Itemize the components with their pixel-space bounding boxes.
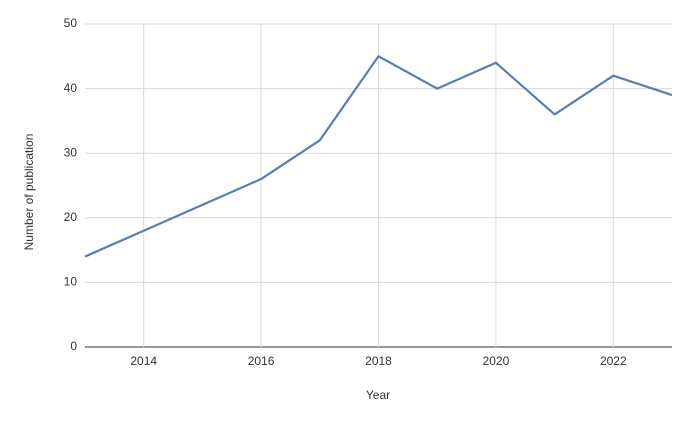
- y-tick-label: 30: [64, 145, 78, 159]
- x-tick-label: 2014: [130, 354, 157, 368]
- y-tick-label: 20: [64, 210, 78, 224]
- y-tick-label: 40: [64, 81, 78, 95]
- x-tick-label: 2022: [600, 354, 627, 368]
- x-axis-title: Year: [366, 388, 390, 402]
- y-tick-label: 0: [70, 339, 77, 353]
- x-tick-label: 2020: [483, 354, 510, 368]
- x-tick-label: 2018: [365, 354, 392, 368]
- y-tick-label: 10: [64, 275, 78, 289]
- x-tick-label: 2016: [248, 354, 275, 368]
- y-axis-title: Number of publication: [22, 134, 36, 251]
- data-line: [84, 55, 673, 258]
- y-tick-label: 50: [64, 16, 78, 30]
